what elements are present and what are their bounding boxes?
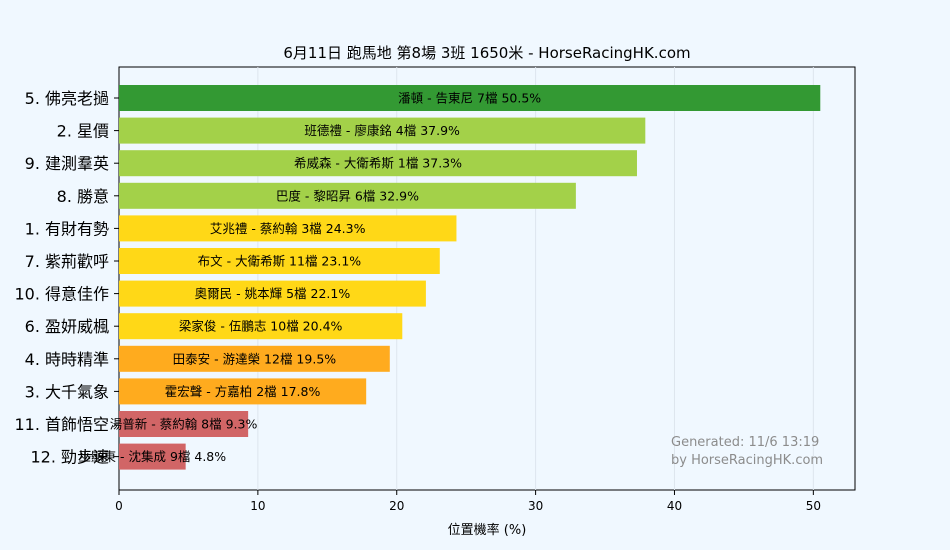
bar-label: 梁家俊 - 伍鵬志 10檔 20.4% — [179, 319, 343, 334]
x-tick-label: 50 — [806, 499, 821, 513]
bar — [119, 215, 457, 242]
bar — [119, 378, 367, 405]
y-category-label: 10. 得意佳作 — [14, 285, 109, 304]
x-tick-label: 0 — [115, 499, 123, 513]
chart-title: 6月11日 跑馬地 第8場 3班 1650米 - HorseRacingHK.c… — [283, 44, 690, 62]
x-tick-label: 20 — [389, 499, 404, 513]
bar — [119, 117, 646, 144]
x-tick-label: 10 — [250, 499, 265, 513]
bar — [119, 280, 426, 307]
x-tick-label: 30 — [528, 499, 543, 513]
y-category-label: 8. 勝意 — [57, 187, 109, 206]
y-category-label: 6. 盈妍威楓 — [25, 317, 109, 336]
y-category-label: 1. 有財有勢 — [25, 219, 109, 238]
bar — [119, 345, 390, 372]
bar — [119, 85, 821, 111]
y-axis-labels: 5. 佛亮老撾 2. 星價 9. 建測羣英 8. 勝意 1. 有財有勢 7. 紫荊歡呼 10… — [14, 89, 119, 467]
bar — [119, 182, 576, 209]
y-category-label: 9. 建測羣英 — [25, 154, 109, 173]
y-category-label: 11. 首飾悟空 — [14, 415, 109, 434]
bar — [119, 150, 637, 177]
x-axis-ticks: 0 10 20 30 40 50 — [115, 490, 821, 513]
bar-label: 艾兆禮 - 蔡約翰 3檔 24.3% — [210, 221, 366, 236]
watermark-site: by HorseRacingHK.com — [671, 453, 823, 468]
bar-label: 班德禮 - 廖康銘 4檔 37.9% — [304, 123, 460, 138]
x-tick-label: 40 — [667, 499, 682, 513]
y-category-label: 4. 時時精準 — [25, 350, 109, 369]
bar — [119, 248, 440, 274]
bar — [119, 443, 186, 470]
x-axis-label: 位置機率 (%) — [448, 522, 527, 538]
y-category-label: 2. 星價 — [57, 122, 109, 141]
bar-label: 希威森 - 大衛希斯 1檔 37.3% — [294, 156, 462, 171]
bar-label: 田泰安 - 游達榮 12檔 19.5% — [173, 351, 337, 366]
bar-label: 霍宏聲 - 方嘉柏 2檔 17.8% — [165, 384, 321, 399]
bar-label: 潘頓 - 告東尼 7檔 50.5% — [398, 91, 541, 106]
bar-label: 巴度 - 黎昭昇 6檔 32.9% — [276, 188, 419, 203]
bar-label: 奧爾民 - 姚本輝 5檔 22.1% — [195, 286, 351, 301]
bar-label: 湯普新 - 蔡約翰 8檔 9.3% — [110, 417, 258, 432]
bar-label: 布文 - 大衛希斯 11檔 23.1% — [198, 254, 362, 269]
y-category-label: 3. 大千氣象 — [25, 382, 109, 401]
bars-group: 潘頓 - 告東尼 7檔 50.5% 班德禮 - 廖康銘 4檔 37.9% 希威森 -… — [79, 85, 821, 470]
bar-label: 巫顯東 - 沈集成 9檔 4.8% — [79, 449, 227, 464]
bar — [119, 313, 403, 340]
y-category-label: 12. 勁步速 — [30, 448, 109, 467]
y-category-label: 5. 佛亮老撾 — [25, 89, 109, 108]
y-category-label: 7. 紫荊歡呼 — [25, 252, 109, 271]
watermark-generated: Generated: 11/6 13:19 — [671, 435, 819, 450]
bar — [119, 411, 249, 437]
